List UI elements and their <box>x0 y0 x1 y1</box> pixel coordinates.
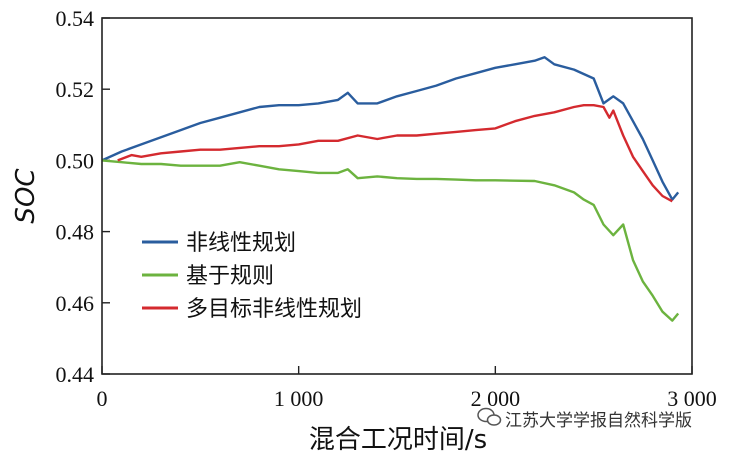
x-tick-label: 3 000 <box>667 386 717 411</box>
wechat-icon <box>477 407 502 426</box>
x-tick-label: 1 000 <box>274 386 324 411</box>
plot-area-frame <box>101 17 693 375</box>
legend-label-0: 非线性规划 <box>186 231 296 256</box>
lines-layer <box>101 56 680 322</box>
y-axis-label: SOC <box>11 168 41 224</box>
y-tick-label: 0.44 <box>56 362 95 387</box>
legend-label-2: 多目标非线性规划 <box>186 297 362 322</box>
y-tick-label: 0.50 <box>56 148 95 173</box>
y-tick-label: 0.54 <box>56 6 95 31</box>
watermark: 江苏大学学报自然科学版 <box>477 407 692 431</box>
series-line-2 <box>117 103 673 203</box>
legend-label-1: 基于规则 <box>186 264 274 289</box>
y-tick-label: 0.52 <box>56 77 95 102</box>
series-line-0 <box>101 56 680 201</box>
watermark-text: 江苏大学学报自然科学版 <box>505 411 692 431</box>
y-tick-label: 0.48 <box>56 220 95 245</box>
series-line-1 <box>101 159 680 322</box>
y-tick-label: 0.46 <box>56 291 95 316</box>
x-tick-label: 2 000 <box>471 386 521 411</box>
ticks-layer: 0.44 0.46 0.48 0.50 0.52 0.54 0 1 000 2 000 3 000 <box>56 6 717 411</box>
x-tick-label: 0 <box>97 386 108 411</box>
x-axis-label: 混合工况时间/s <box>309 425 487 455</box>
